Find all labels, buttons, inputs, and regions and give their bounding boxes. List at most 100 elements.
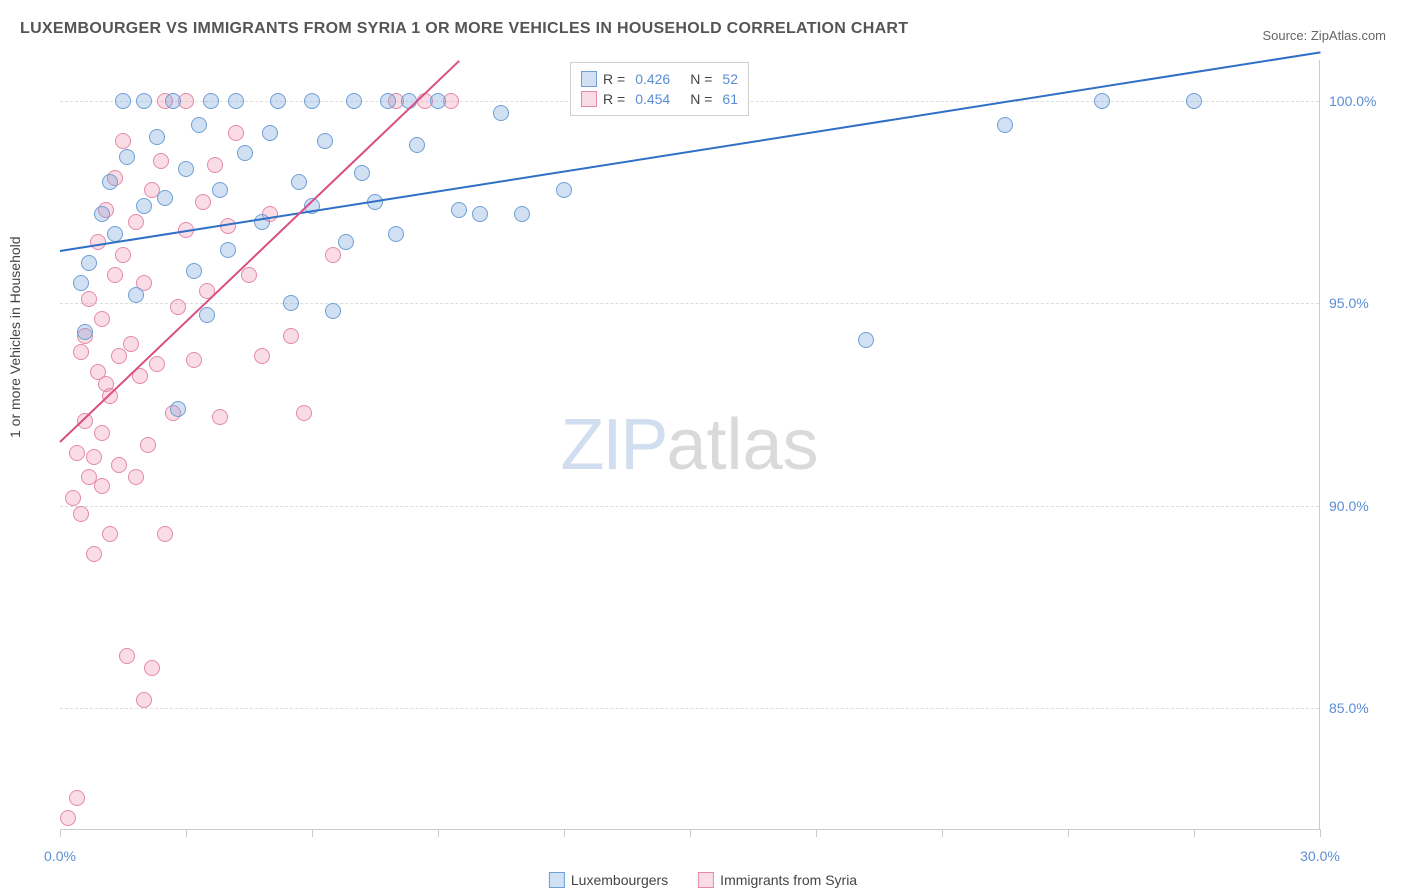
scatter-plot-area: ZIPatlas 85.0%90.0%95.0%100.0%0.0%30.0% (60, 60, 1320, 830)
x-tick (1320, 829, 1321, 837)
data-point (81, 291, 97, 307)
data-point (493, 105, 509, 121)
data-point (128, 469, 144, 485)
legend-n-value: 61 (722, 91, 738, 107)
series-legend: Luxembourgers Immigrants from Syria (549, 872, 857, 888)
data-point (81, 255, 97, 271)
data-point (291, 174, 307, 190)
data-point (354, 165, 370, 181)
data-point (115, 133, 131, 149)
data-point (283, 328, 299, 344)
data-point (115, 93, 131, 109)
data-point (157, 190, 173, 206)
x-tick (690, 829, 691, 837)
data-point (207, 157, 223, 173)
legend-row: R = 0.426 N = 52 (581, 69, 738, 89)
data-point (304, 93, 320, 109)
data-point (170, 401, 186, 417)
data-point (451, 202, 467, 218)
data-point (283, 295, 299, 311)
data-point (237, 145, 253, 161)
data-point (997, 117, 1013, 133)
data-point (128, 287, 144, 303)
data-point (380, 93, 396, 109)
data-point (102, 526, 118, 542)
data-point (186, 263, 202, 279)
data-point (94, 206, 110, 222)
legend-n-value: 52 (722, 71, 738, 87)
legend-n-label: N = (690, 71, 712, 87)
x-tick (438, 829, 439, 837)
data-point (86, 546, 102, 562)
data-point (270, 93, 286, 109)
chart-title: LUXEMBOURGER VS IMMIGRANTS FROM SYRIA 1 … (20, 20, 908, 38)
grid-line (60, 708, 1319, 709)
data-point (430, 93, 446, 109)
data-point (107, 267, 123, 283)
y-tick-label: 90.0% (1329, 498, 1394, 514)
legend-item: Luxembourgers (549, 872, 668, 888)
data-point (136, 93, 152, 109)
data-point (60, 810, 76, 826)
legend-row: R = 0.454 N = 61 (581, 89, 738, 109)
data-point (325, 247, 341, 263)
source-attribution: Source: ZipAtlas.com (1262, 28, 1386, 43)
x-tick (312, 829, 313, 837)
data-point (346, 93, 362, 109)
legend-swatch (549, 872, 565, 888)
data-point (73, 344, 89, 360)
data-point (119, 149, 135, 165)
legend-swatch (698, 872, 714, 888)
grid-line (60, 303, 1319, 304)
y-tick-label: 85.0% (1329, 700, 1394, 716)
legend-swatch (581, 91, 597, 107)
y-tick-label: 95.0% (1329, 295, 1394, 311)
data-point (212, 409, 228, 425)
data-point (115, 247, 131, 263)
data-point (191, 117, 207, 133)
data-point (220, 242, 236, 258)
data-point (296, 405, 312, 421)
data-point (228, 125, 244, 141)
legend-r-label: R = (603, 71, 625, 87)
data-point (228, 93, 244, 109)
x-tick (186, 829, 187, 837)
data-point (556, 182, 572, 198)
data-point (165, 93, 181, 109)
data-point (170, 299, 186, 315)
legend-label: Immigrants from Syria (720, 872, 857, 888)
data-point (186, 352, 202, 368)
data-point (69, 790, 85, 806)
data-point (128, 214, 144, 230)
legend-n-label: N = (690, 91, 712, 107)
data-point (77, 324, 93, 340)
data-point (325, 303, 341, 319)
data-point (144, 660, 160, 676)
data-point (157, 526, 173, 542)
data-point (472, 206, 488, 222)
data-point (514, 206, 530, 222)
grid-line (60, 506, 1319, 507)
x-tick (1194, 829, 1195, 837)
legend-r-label: R = (603, 91, 625, 107)
legend-r-value: 0.426 (635, 71, 670, 87)
data-point (149, 129, 165, 145)
x-tick-label: 0.0% (44, 848, 76, 864)
data-point (153, 153, 169, 169)
data-point (94, 311, 110, 327)
data-point (241, 267, 257, 283)
data-point (111, 457, 127, 473)
x-tick (942, 829, 943, 837)
watermark: ZIPatlas (560, 404, 818, 486)
data-point (1186, 93, 1202, 109)
data-point (254, 348, 270, 364)
data-point (136, 692, 152, 708)
data-point (73, 275, 89, 291)
correlation-legend-box: R = 0.426 N = 52 R = 0.454 N = 61 (570, 62, 749, 116)
data-point (123, 336, 139, 352)
data-point (136, 198, 152, 214)
data-point (102, 174, 118, 190)
x-tick (816, 829, 817, 837)
data-point (140, 437, 156, 453)
legend-r-value: 0.454 (635, 91, 670, 107)
